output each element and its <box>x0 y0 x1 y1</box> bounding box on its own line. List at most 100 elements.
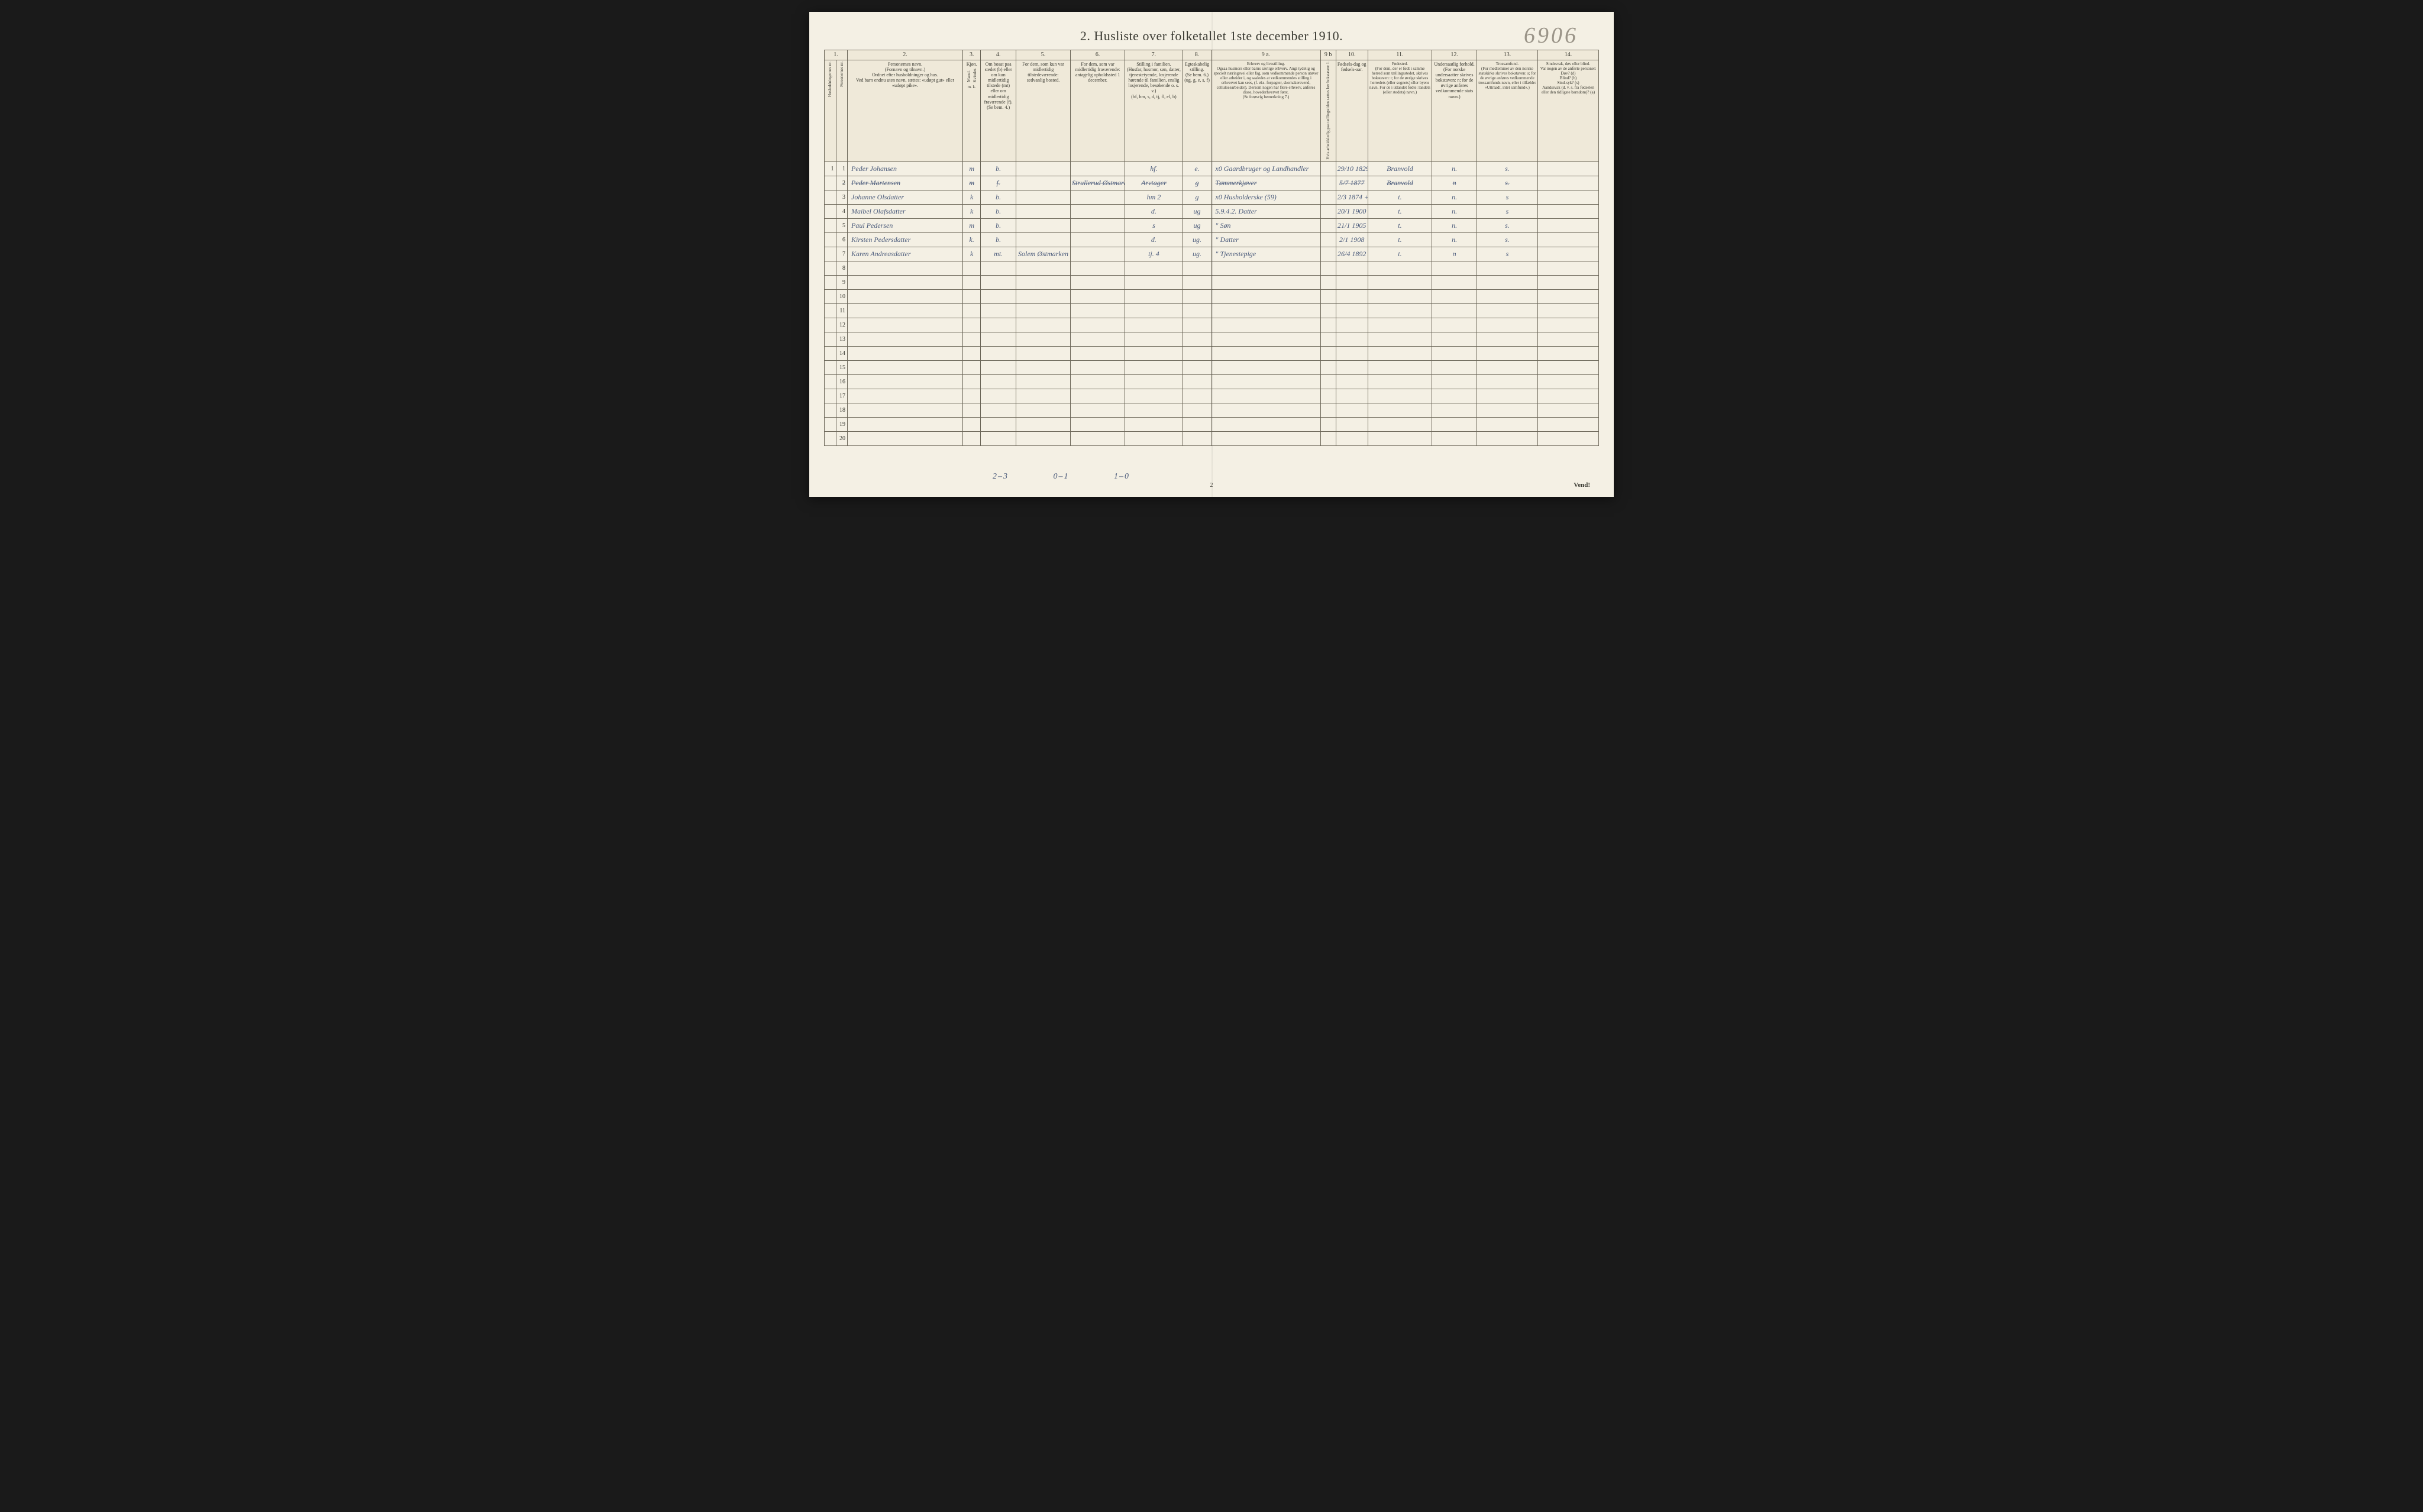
cell <box>1320 261 1336 276</box>
cell <box>1432 290 1477 304</box>
cell: Johanne Olsdatter <box>848 190 963 205</box>
table-row: 5Paul Pedersenmb.sug" Søn21/1 1905t.n.s. <box>825 219 1599 233</box>
cell <box>1368 403 1432 418</box>
cell <box>825 418 836 432</box>
cell <box>1432 375 1477 389</box>
cell <box>1336 361 1368 375</box>
cell: 14 <box>836 347 848 361</box>
cell <box>1212 418 1320 432</box>
cell <box>1320 318 1336 332</box>
header-religion: Trossamfund. (For medlemmer av den norsk… <box>1477 60 1538 162</box>
table-row: 4Maibel Olafsdatterkb.d.ug5.9.4.2. Datte… <box>825 205 1599 219</box>
cell <box>1071 205 1125 219</box>
cell <box>1368 418 1432 432</box>
cell <box>1212 432 1320 446</box>
cell <box>848 432 963 446</box>
cell: hf. <box>1125 162 1183 176</box>
cell <box>1432 318 1477 332</box>
cell: n. <box>1432 190 1477 205</box>
cell <box>1183 432 1212 446</box>
cell: s <box>1125 219 1183 233</box>
cell <box>848 418 963 432</box>
header-birth: Fødsels-dag og fødsels-aar. <box>1336 60 1368 162</box>
cell <box>1125 318 1183 332</box>
cell <box>981 261 1016 276</box>
cell <box>1016 418 1070 432</box>
corner-number: 6906 <box>1524 22 1578 49</box>
cell <box>1071 276 1125 290</box>
cell <box>1212 276 1320 290</box>
cell <box>1183 403 1212 418</box>
cell <box>1125 389 1183 403</box>
cell <box>1477 276 1538 290</box>
cell <box>848 403 963 418</box>
cell: t. <box>1368 219 1432 233</box>
cell: tj. 4 <box>1125 247 1183 261</box>
cell <box>825 347 836 361</box>
cell: b. <box>981 162 1016 176</box>
cell <box>1537 304 1598 318</box>
cell <box>1183 318 1212 332</box>
cell <box>825 332 836 347</box>
cell <box>1125 304 1183 318</box>
cell: " Tjenestepige <box>1212 247 1320 261</box>
cell <box>1320 418 1336 432</box>
cell: m <box>963 219 981 233</box>
cell <box>1071 361 1125 375</box>
table-row: 10 <box>825 290 1599 304</box>
cell <box>825 190 836 205</box>
cell <box>1537 361 1598 375</box>
cell <box>963 276 981 290</box>
cell <box>1336 304 1368 318</box>
colnum: 1. <box>825 50 848 60</box>
cell <box>1368 304 1432 318</box>
table-row: 16 <box>825 375 1599 389</box>
cell: m <box>963 162 981 176</box>
cell <box>1320 162 1336 176</box>
cell: x0 Husholderske (59) <box>1212 190 1320 205</box>
cell <box>1432 304 1477 318</box>
cell <box>981 389 1016 403</box>
tally: 2–3 <box>993 472 1009 481</box>
cell: s. <box>1477 176 1538 190</box>
cell <box>981 276 1016 290</box>
cell <box>1477 432 1538 446</box>
cell <box>1537 375 1598 389</box>
colnum: 7. <box>1125 50 1183 60</box>
cell <box>1071 247 1125 261</box>
cell <box>1537 418 1598 432</box>
vend-label: Vend! <box>1574 482 1590 489</box>
cell <box>1477 375 1538 389</box>
header-sex: Kjøn. Mænd. Kvinder. m. k. <box>963 60 981 162</box>
cell: k <box>963 247 981 261</box>
cell <box>981 304 1016 318</box>
cell <box>825 304 836 318</box>
cell: 2/3 1874 +1 <box>1336 190 1368 205</box>
cell: 19 <box>836 418 848 432</box>
cell: e. <box>1183 162 1212 176</box>
cell <box>848 375 963 389</box>
cell <box>963 432 981 446</box>
cell: b. <box>981 205 1016 219</box>
cell <box>1336 347 1368 361</box>
cell <box>981 375 1016 389</box>
cell <box>981 361 1016 375</box>
cell <box>1537 318 1598 332</box>
table-body: 11Peder Johansenmb.hf.e.x0 Gaardbruger o… <box>825 162 1599 446</box>
colnum: 2. <box>848 50 963 60</box>
cell: ug <box>1183 219 1212 233</box>
cell <box>1125 375 1183 389</box>
cell <box>963 332 981 347</box>
cell <box>1368 276 1432 290</box>
cell: 2/1 1908 <box>1336 233 1368 247</box>
cell <box>963 375 981 389</box>
cell <box>825 176 836 190</box>
cell: Solem Østmarken <box>1016 247 1070 261</box>
cell <box>963 418 981 432</box>
cell <box>1183 276 1212 290</box>
cell <box>963 261 981 276</box>
cell <box>1537 219 1598 233</box>
cell <box>1212 347 1320 361</box>
cell: n. <box>1432 219 1477 233</box>
cell: 5.9.4.2. Datter <box>1212 205 1320 219</box>
